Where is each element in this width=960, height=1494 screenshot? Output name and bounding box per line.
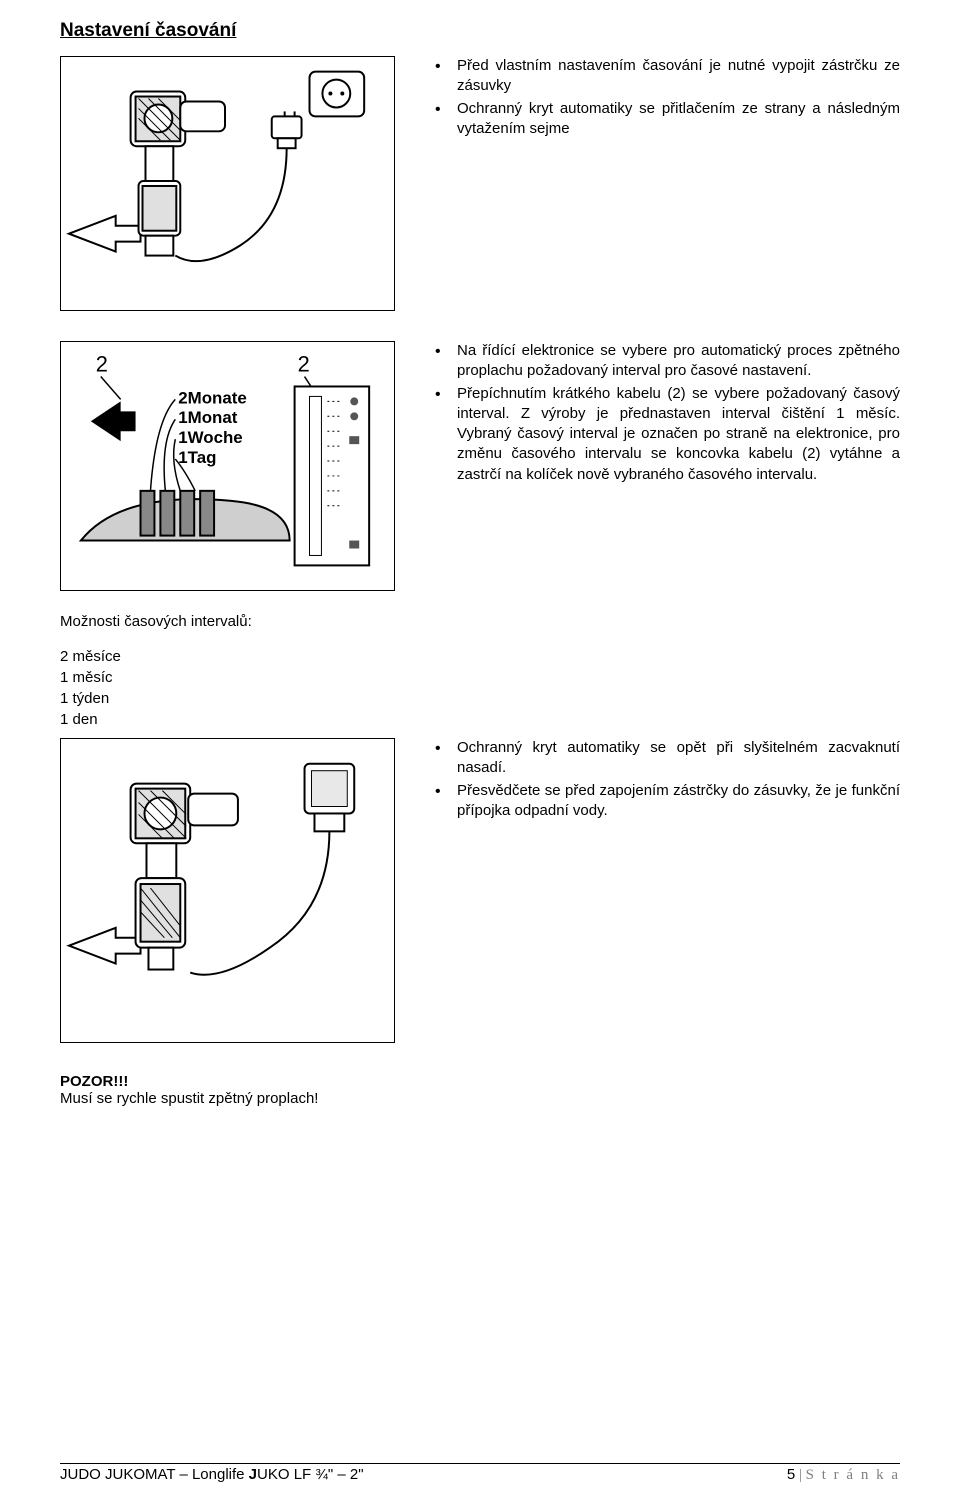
options-block: Možnosti časových intervalů: 2 měsíce 1 … — [60, 611, 900, 730]
option-item: 1 týden — [60, 688, 900, 709]
option-item: 1 měsíc — [60, 667, 900, 688]
row-2: 2 2 2Monate 1Monat 1Woche 1Tag — [60, 341, 900, 591]
row3-bullets: Ochranný kryt automatiky se opět při sly… — [395, 738, 900, 823]
row-3: Ochranný kryt automatiky se opět při sly… — [60, 738, 900, 1043]
svg-text:2Monate: 2Monate — [178, 388, 246, 407]
footer-left: JUDO JUKOMAT – Longlife JUKO LF ¾" – 2" — [60, 1466, 364, 1484]
label-2-left: 2 — [96, 352, 108, 377]
footer-right: 5 | S t r á n k a — [787, 1466, 900, 1484]
svg-text:1Woche: 1Woche — [178, 428, 242, 447]
figure-reassemble — [60, 738, 395, 1043]
page-footer: JUDO JUKOMAT – Longlife JUKO LF ¾" – 2" … — [60, 1463, 900, 1484]
page-word: S t r á n k a — [806, 1467, 900, 1483]
warning-block: POZOR!!! Musí se rychle spustit zpětný p… — [60, 1073, 900, 1107]
option-item: 1 den — [60, 709, 900, 730]
bullet-item: Přesvědčete se před zapojením zástrčky d… — [435, 781, 900, 822]
row1-bullets: Před vlastním nastavením časování je nut… — [395, 56, 900, 141]
warning-heading: POZOR!!! — [60, 1073, 900, 1090]
bullet-item: Přepíchnutím krátkého kabelu (2) se vybe… — [435, 384, 900, 485]
row-1: Před vlastním nastavením časování je nut… — [60, 56, 900, 311]
warning-text: Musí se rychle spustit zpětný proplach! — [60, 1090, 900, 1107]
section-title: Nastavení časování — [60, 20, 900, 42]
bullet-item: Na řídící elektronice se vybere pro auto… — [435, 341, 900, 382]
page-number: 5 — [787, 1466, 795, 1483]
label-2-right: 2 — [298, 352, 310, 377]
bullet-item: Ochranný kryt automatiky se opět při sly… — [435, 738, 900, 779]
figure-board: 2 2 2Monate 1Monat 1Woche 1Tag — [60, 341, 395, 591]
row2-bullets: Na řídící elektronice se vybere pro auto… — [395, 341, 900, 487]
option-item: 2 měsíce — [60, 646, 900, 667]
options-title: Možnosti časových intervalů: — [60, 611, 900, 632]
bullet-item: Před vlastním nastavením časování je nut… — [435, 56, 900, 97]
bullet-item: Ochranný kryt automatiky se přitlačením … — [435, 99, 900, 140]
figure-unplug — [60, 56, 395, 311]
svg-text:1Tag: 1Tag — [178, 448, 216, 467]
options-list: 2 měsíce 1 měsíc 1 týden 1 den — [60, 646, 900, 730]
svg-text:1Monat: 1Monat — [178, 408, 237, 427]
